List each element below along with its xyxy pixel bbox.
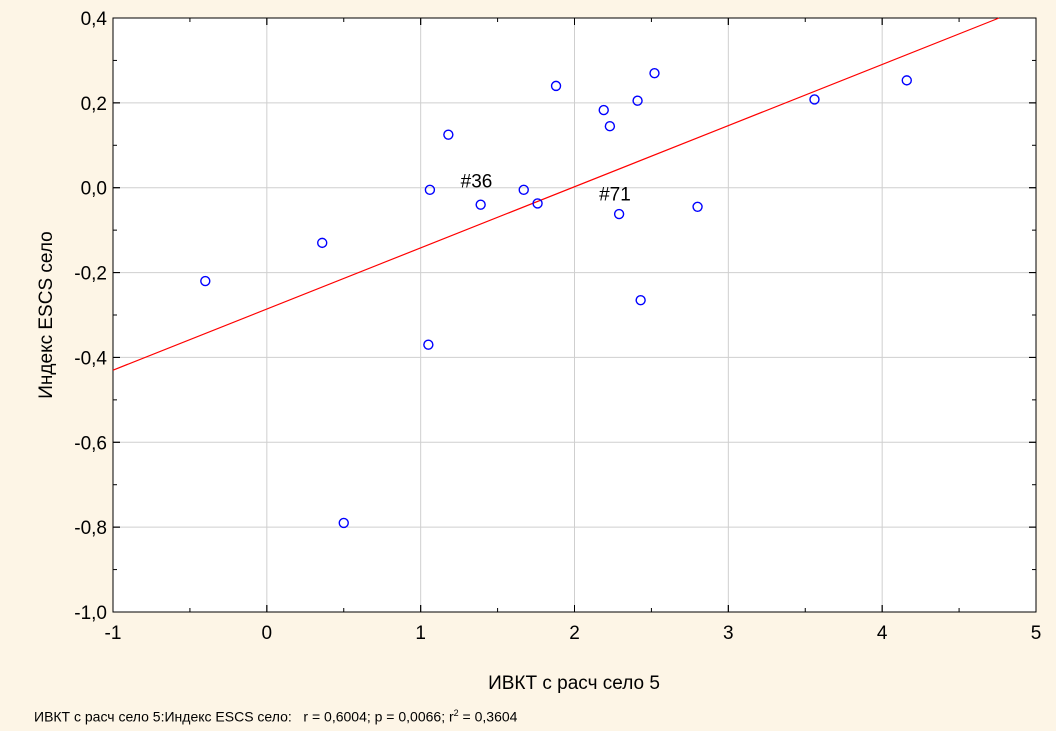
x-tick-label: 5	[1031, 623, 1042, 644]
plot-frame	[112, 17, 1037, 613]
data-point	[518, 184, 529, 196]
y-tick-label: -1,0	[74, 603, 107, 624]
data-point	[532, 198, 543, 209]
data-point	[635, 294, 646, 306]
x-tick-label: 2	[569, 623, 580, 644]
data-point	[423, 339, 434, 350]
stats-caption-text: ИВКТ с расч село 5:Индекс ESCS село: r =…	[34, 708, 454, 725]
y-tick-label: 0,4	[81, 9, 108, 30]
y-tick-label: -0,2	[74, 264, 107, 285]
data-point	[613, 208, 625, 220]
x-tick-labels: -1 0 1 2 3 4 5	[105, 623, 1042, 644]
data-point	[550, 80, 562, 92]
x-tick-label: -1	[105, 623, 122, 644]
data-points	[200, 67, 912, 529]
data-point	[901, 75, 912, 86]
data-point	[338, 517, 349, 529]
x-axis-title: ИВКТ с расч село 5	[488, 673, 660, 694]
point-annotation: #36	[461, 172, 493, 193]
data-point	[475, 199, 486, 210]
correlation-stats-caption: ИВКТ с расч село 5:Индекс ESCS село: r =…	[34, 708, 517, 725]
y-tick-label: 0,0	[81, 179, 107, 200]
data-point	[604, 120, 616, 132]
data-point	[809, 94, 820, 105]
data-point	[424, 184, 436, 196]
data-point	[200, 275, 211, 287]
data-point	[443, 129, 454, 140]
data-point	[649, 67, 660, 79]
regression-line	[112, 17, 1000, 371]
data-point	[632, 95, 643, 106]
point-annotations: #36 #71	[461, 172, 631, 206]
x-tick-label: 4	[877, 623, 888, 644]
stats-caption-superscript: 2	[453, 708, 459, 718]
data-point	[598, 104, 609, 116]
y-tick-labels: -1,0 -0,8 -0,6 -0,4 -0,2 0,0 0,2 0,4	[74, 9, 107, 624]
x-tick-label: 0	[262, 623, 273, 644]
x-tick-label: 3	[723, 623, 734, 644]
y-tick-label: -0,8	[74, 518, 107, 539]
data-point	[692, 201, 703, 213]
y-tick-label: 0,2	[81, 94, 107, 115]
y-axis-title: Индекс ESCS село	[36, 231, 57, 398]
data-point	[317, 237, 328, 249]
y-tick-label: -0,6	[74, 433, 107, 454]
y-tick-label: -0,4	[74, 348, 107, 369]
stats-caption-tail: = 0,3604	[458, 708, 518, 725]
x-tick-label: 1	[415, 623, 426, 644]
point-annotation: #71	[599, 184, 631, 205]
